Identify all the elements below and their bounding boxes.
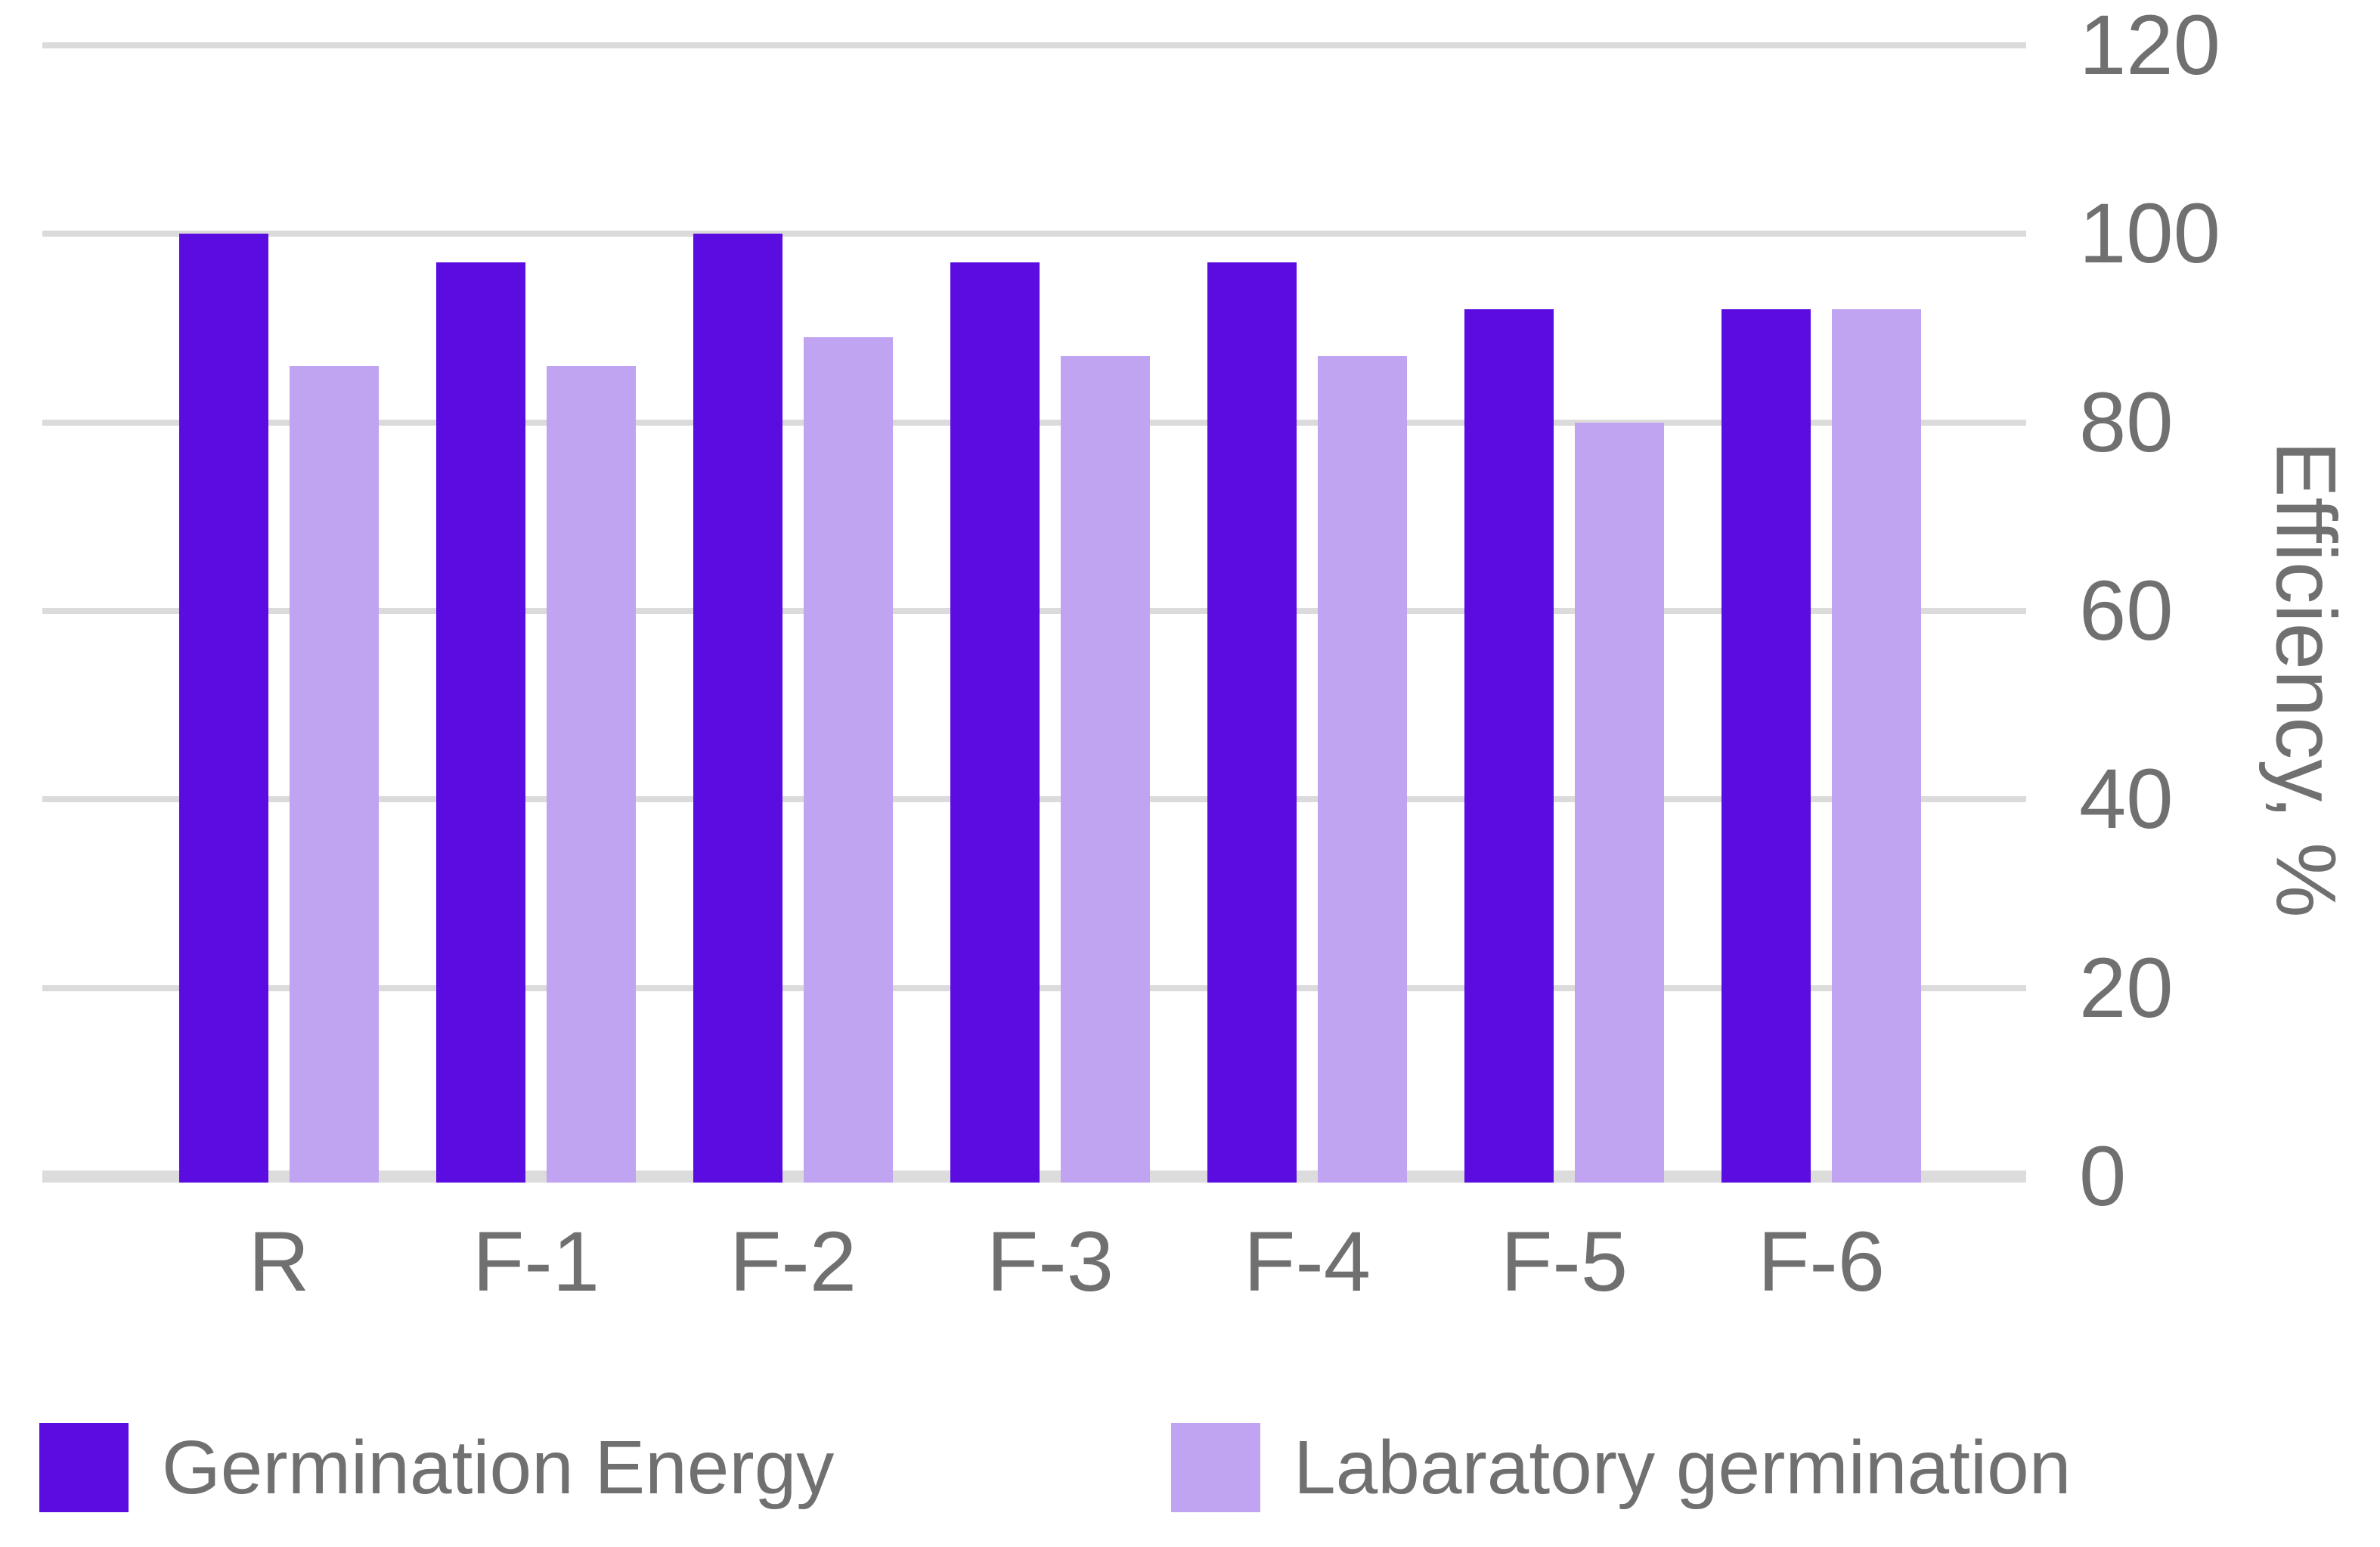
legend-label: Labaratory germination [1294, 1425, 2072, 1510]
bar-labaratory-germination-R [290, 365, 379, 1183]
plot-area [42, 42, 2026, 1183]
legend-swatch [1171, 1423, 1260, 1512]
bar-germination-energy-F-3 [950, 262, 1040, 1183]
y-tick-label: 120 [2079, 0, 2220, 92]
bar-germination-energy-F-1 [436, 262, 525, 1183]
bar-series-layer [42, 45, 2026, 1183]
bar-cluster-F-4 [1207, 45, 1407, 1183]
bar-germination-energy-F-2 [693, 234, 782, 1183]
x-category-label-F-4: F-4 [1244, 1214, 1371, 1309]
y-axis-title: Efficiency, % [2258, 440, 2354, 918]
x-category-label-F-3: F-3 [987, 1214, 1114, 1309]
y-tick-label: 60 [2079, 563, 2174, 658]
bar-labaratory-germination-F-6 [1832, 309, 1921, 1183]
bar-germination-energy-F-5 [1464, 309, 1554, 1183]
legend-item-labaratory-germination: Labaratory germination [1171, 1418, 2071, 1517]
bar-germination-energy-F-4 [1207, 262, 1297, 1183]
bar-cluster-F-2 [693, 45, 893, 1183]
bar-cluster-F-3 [950, 45, 1150, 1183]
x-category-label-F-6: F-6 [1758, 1214, 1885, 1309]
x-category-label-F-1: F-1 [473, 1214, 600, 1309]
y-tick-label: 100 [2079, 186, 2220, 281]
legend: Germination Energy Labaratory germination [0, 1418, 2380, 1517]
bar-cluster-F-1 [436, 45, 636, 1183]
bar-germination-energy-F-6 [1721, 309, 1811, 1183]
y-tick-label: 80 [2079, 374, 2174, 470]
x-category-label-F-5: F-5 [1501, 1214, 1628, 1309]
x-category-label-F-2: F-2 [730, 1214, 857, 1309]
bar-labaratory-germination-F-5 [1575, 422, 1664, 1183]
bar-cluster-F-6 [1721, 45, 1921, 1183]
y-tick-label: 40 [2079, 752, 2174, 847]
y-axis-ticks: 0 20 40 60 80 100 120 [2079, 3, 2366, 1219]
y-tick-label: 0 [2079, 1129, 2127, 1223]
gridline [42, 42, 2026, 48]
legend-item-germination-energy: Germination Energy [39, 1418, 834, 1517]
bar-labaratory-germination-F-3 [1061, 356, 1150, 1183]
gridline [42, 231, 2026, 237]
bar-cluster-R [179, 45, 379, 1183]
bar-labaratory-germination-F-1 [547, 365, 636, 1183]
bar-labaratory-germination-F-4 [1318, 356, 1407, 1183]
bar-cluster-F-5 [1464, 45, 1664, 1183]
bar-labaratory-germination-F-2 [804, 337, 893, 1183]
bar-germination-energy-R [179, 234, 268, 1183]
x-axis-category-labels: R F-1 F-2 F-3 F-4 F-5 F-6 [42, 1220, 2026, 1310]
legend-label: Germination Energy [162, 1425, 835, 1510]
legend-swatch [39, 1423, 129, 1512]
y-tick-label: 20 [2079, 940, 2174, 1035]
x-category-label-R: R [248, 1214, 310, 1309]
